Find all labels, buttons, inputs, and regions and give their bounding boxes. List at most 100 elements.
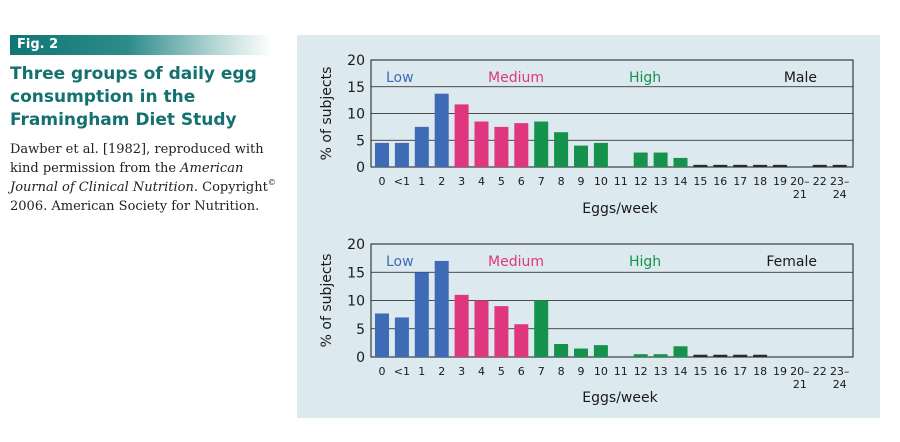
x-tick-label-line2: 24 xyxy=(833,188,847,201)
x-tick-label: 3 xyxy=(458,365,465,378)
group-label-high: High xyxy=(629,254,661,270)
x-tick-label: 9 xyxy=(578,175,585,188)
x-tick-label: 10 xyxy=(594,175,608,188)
x-tick-label-line2: 21 xyxy=(793,188,807,201)
x-tick-label: 23– xyxy=(830,175,850,188)
bar-19 xyxy=(773,164,787,167)
x-tick-label: 0 xyxy=(379,175,386,188)
bar-<1 xyxy=(394,142,409,167)
bar-3 xyxy=(454,104,469,167)
x-tick-label: 12 xyxy=(634,365,648,378)
x-tick-label: 2 xyxy=(438,175,445,188)
x-tick-label: 18 xyxy=(753,365,767,378)
x-tick-label: 8 xyxy=(558,365,565,378)
x-tick-label: 16 xyxy=(713,175,727,188)
y-axis-label: % of subjects xyxy=(319,67,335,161)
group-label-high: High xyxy=(629,70,661,86)
caption-text-1: Dawber et al. [1982], reproduced with ki… xyxy=(10,142,264,176)
bar-13 xyxy=(653,354,668,357)
x-tick-label-line2: 24 xyxy=(833,378,847,391)
caption-text-2: . Copyright xyxy=(193,180,268,195)
x-tick-label: <1 xyxy=(394,175,410,188)
x-tick-label: 17 xyxy=(733,365,747,378)
bar-23–24 xyxy=(832,164,847,167)
x-tick-label: 14 xyxy=(674,175,688,188)
x-tick-label: 10 xyxy=(594,365,608,378)
x-tick-label: 13 xyxy=(654,365,668,378)
bar-18 xyxy=(753,354,768,357)
copyright-mark: © xyxy=(267,178,276,187)
y-tick-label: 5 xyxy=(356,322,365,338)
x-tick-label: 5 xyxy=(498,365,505,378)
bar-1 xyxy=(414,272,429,357)
x-tick-label: 22 xyxy=(813,365,827,378)
bar-10 xyxy=(593,142,608,167)
x-tick-label: 19 xyxy=(773,365,787,378)
x-tick-label: 11 xyxy=(614,175,628,188)
x-tick-label: 0 xyxy=(379,365,386,378)
x-tick-label: 1 xyxy=(418,175,425,188)
bar-13 xyxy=(653,152,668,167)
x-tick-label: 19 xyxy=(773,175,787,188)
x-tick-label: 4 xyxy=(478,365,485,378)
x-tick-label: 20– xyxy=(790,365,810,378)
bar-15 xyxy=(693,354,708,357)
y-tick-label: 20 xyxy=(347,53,365,69)
bar-7 xyxy=(534,300,549,357)
group-label-medium: Medium xyxy=(488,70,544,86)
group-label-low: Low xyxy=(386,70,414,86)
x-tick-label: 23– xyxy=(830,365,850,378)
x-tick-label: 8 xyxy=(558,175,565,188)
figure-caption: Dawber et al. [1982], reproduced with ki… xyxy=(10,140,280,216)
x-tick-label: 18 xyxy=(753,175,767,188)
y-tick-label: 15 xyxy=(347,265,365,281)
bar-14 xyxy=(673,157,688,167)
y-tick-label: 0 xyxy=(356,350,365,366)
bar-8 xyxy=(554,132,569,167)
x-tick-label: 7 xyxy=(538,175,545,188)
bar-22 xyxy=(812,164,827,167)
bar-17 xyxy=(733,164,748,167)
y-tick-label: 0 xyxy=(356,160,365,176)
x-tick-label-line2: 21 xyxy=(793,378,807,391)
bar-2 xyxy=(434,93,449,167)
x-tick-label: 12 xyxy=(634,175,648,188)
bar-0 xyxy=(375,142,389,167)
caption-journal: American Journal of Clinical Nutrition xyxy=(10,161,244,195)
group-label-series: Male xyxy=(784,70,817,86)
x-tick-label: 2 xyxy=(438,365,445,378)
group-label-series: Female xyxy=(766,254,817,270)
bar-16 xyxy=(713,354,728,357)
x-axis-label: Eggs/week xyxy=(582,390,658,406)
bar-12 xyxy=(633,152,648,167)
bar-17 xyxy=(733,354,748,357)
y-tick-label: 15 xyxy=(347,80,365,96)
bar-<1 xyxy=(394,317,409,357)
bar-0 xyxy=(375,313,389,357)
x-tick-label: 9 xyxy=(578,365,585,378)
group-label-medium: Medium xyxy=(488,254,544,270)
x-tick-label: 7 xyxy=(538,365,545,378)
x-tick-label: 15 xyxy=(693,175,707,188)
figure-tag: Fig. 2 xyxy=(10,35,272,55)
x-tick-label: 22 xyxy=(813,175,827,188)
caption-text-3: 2006. American Society for Nutrition. xyxy=(10,199,260,214)
x-tick-label: <1 xyxy=(394,365,410,378)
x-tick-label: 15 xyxy=(693,365,707,378)
bar-5 xyxy=(494,306,509,357)
x-tick-label: 14 xyxy=(674,365,688,378)
bar-4 xyxy=(474,300,489,357)
bar-6 xyxy=(514,324,529,357)
bar-10 xyxy=(593,345,608,357)
bar-14 xyxy=(673,346,688,357)
y-axis-label: % of subjects xyxy=(319,254,335,348)
bar-3 xyxy=(454,294,469,357)
x-tick-label: 3 xyxy=(458,175,465,188)
chart-panel: 0 5 10 15 20% of subjects 0 <1 1 2 3 4 5 6 7 8 9 10 11 12 1… xyxy=(297,35,880,418)
x-tick-label: 11 xyxy=(614,365,628,378)
figure-tag-label: Fig. 2 xyxy=(17,37,59,52)
bar-4 xyxy=(474,121,489,167)
x-tick-label: 6 xyxy=(518,175,525,188)
x-tick-label: 13 xyxy=(654,175,668,188)
